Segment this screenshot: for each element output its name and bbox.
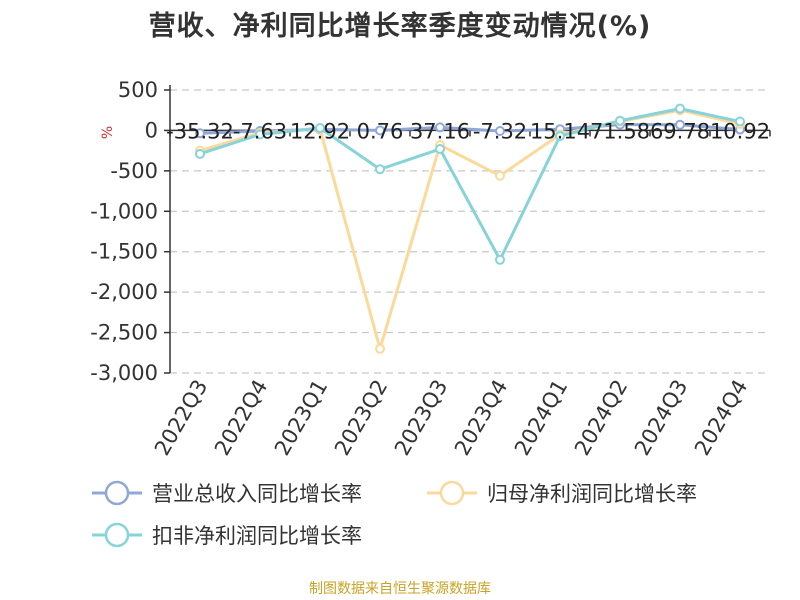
data-point	[495, 170, 505, 181]
series-line-1	[199, 108, 741, 351]
legend-label: 扣非净利润同比增长率	[152, 524, 362, 548]
x-tick-label: 2024Q2	[570, 376, 632, 460]
data-label: 0.76	[357, 119, 404, 143]
data-point	[375, 164, 385, 175]
data-label: -7.63	[233, 119, 287, 143]
data-point	[675, 119, 685, 130]
legend-marker-icon	[427, 480, 477, 506]
x-tick-label: 2022Q3	[150, 376, 212, 460]
grid-lines	[170, 89, 770, 374]
y-tick-label: 500	[118, 78, 158, 102]
y-tick-label: 0	[145, 118, 158, 142]
data-point	[735, 116, 745, 127]
data-point	[195, 128, 205, 139]
data-point	[375, 343, 385, 354]
data-point	[195, 148, 205, 159]
data-point	[435, 144, 445, 155]
x-tick-label: 2024Q4	[690, 376, 752, 460]
data-label: 37.16	[410, 119, 470, 143]
x-tick-label: 2024Q3	[630, 376, 692, 460]
data-point	[555, 131, 565, 142]
x-tick-label: 2023Q3	[390, 376, 452, 460]
y-tick-label: -1,500	[90, 240, 158, 264]
series-lines	[195, 103, 745, 354]
data-label: 12.92	[290, 119, 350, 143]
legend-label: 归母净利润同比增长率	[487, 482, 697, 506]
legend-item[interactable]: 归母净利润同比增长率	[425, 478, 697, 508]
data-labels: -35.32-7.63 12.92 0.76 37.16 -7.32 15.14 71.58…	[166, 119, 770, 143]
series-line-2	[199, 107, 741, 262]
legend-marker-icon	[92, 480, 142, 506]
x-tick-label: 2023Q2	[330, 376, 392, 460]
y-tick-label: -500	[110, 159, 158, 183]
x-tick-label: 2023Q1	[270, 376, 332, 460]
chart-title: 营收、净利同比增长率季度变动情况(%)	[148, 11, 652, 42]
x-axis: 2022Q32022Q42023Q12023Q22023Q32023Q42024…	[150, 129, 771, 460]
data-label: -7.32	[473, 119, 527, 143]
x-tick-label: 2022Q4	[210, 376, 272, 460]
x-tick-label: 2023Q4	[450, 376, 512, 460]
data-point	[315, 123, 325, 134]
legend-item[interactable]: 扣非净利润同比增长率	[90, 520, 362, 550]
y-tick-label: -1,000	[90, 199, 158, 223]
y-tick-label: -2,500	[90, 321, 158, 345]
data-label: 15.14	[530, 119, 590, 143]
y-tick-label: -2,000	[90, 280, 158, 304]
source-note: 制图数据来自恒生聚源数据库	[309, 581, 491, 597]
data-point	[615, 115, 625, 126]
data-label: 10.92	[710, 119, 770, 143]
data-point	[435, 122, 445, 133]
data-label: 69.78	[650, 119, 710, 143]
data-label: -35.32	[166, 119, 234, 143]
y-tick-label: -3,000	[90, 361, 158, 385]
data-point	[675, 103, 685, 114]
legend-label: 营业总收入同比增长率	[152, 482, 362, 506]
data-point	[255, 129, 265, 140]
data-label: 71.58	[590, 119, 650, 143]
data-point	[495, 254, 505, 265]
legend-marker-icon	[92, 522, 142, 548]
y-axis-label: %	[100, 126, 116, 139]
x-tick-label: 2024Q1	[510, 376, 572, 460]
legend-item[interactable]: 营业总收入同比增长率	[90, 478, 362, 508]
data-point	[495, 126, 505, 137]
data-point	[375, 125, 385, 136]
y-axis: 500 0 -500 -1,000 -1,500 -2,000 -2,500 -3,000%	[90, 78, 171, 385]
